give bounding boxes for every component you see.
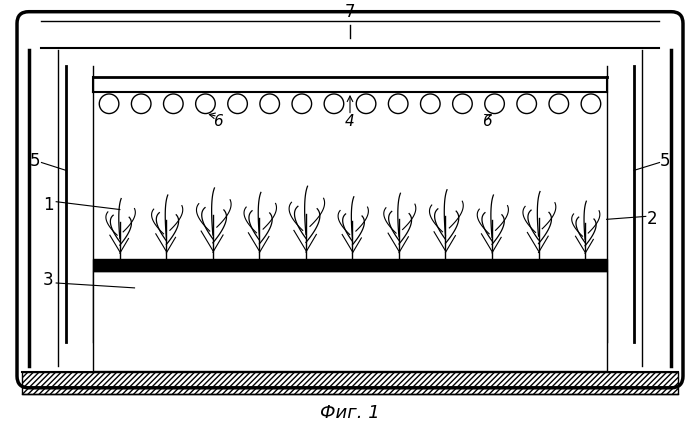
Text: 2: 2 <box>646 210 657 228</box>
Text: Фиг. 1: Фиг. 1 <box>320 404 380 422</box>
Circle shape <box>292 94 312 113</box>
FancyBboxPatch shape <box>21 11 679 56</box>
Text: 1: 1 <box>43 196 54 214</box>
Text: 3: 3 <box>43 271 54 289</box>
Circle shape <box>453 94 473 113</box>
Circle shape <box>356 94 376 113</box>
Bar <box>642 48 671 371</box>
Circle shape <box>132 94 151 113</box>
Circle shape <box>260 94 279 113</box>
Bar <box>22 372 678 394</box>
Circle shape <box>389 94 408 113</box>
Bar <box>93 258 607 271</box>
Text: 7: 7 <box>344 3 355 20</box>
Circle shape <box>228 94 247 113</box>
Circle shape <box>99 94 119 113</box>
Text: 6: 6 <box>482 114 492 129</box>
Circle shape <box>549 94 568 113</box>
Bar <box>93 271 607 371</box>
Circle shape <box>517 94 536 113</box>
Text: 5: 5 <box>29 152 40 170</box>
Circle shape <box>195 94 215 113</box>
Text: 6: 6 <box>213 114 223 129</box>
Bar <box>66 65 93 342</box>
Circle shape <box>581 94 601 113</box>
Text: 4: 4 <box>345 114 355 129</box>
Circle shape <box>324 94 344 113</box>
Circle shape <box>421 94 440 113</box>
Text: 5: 5 <box>660 152 671 170</box>
Bar <box>607 65 634 342</box>
Bar <box>29 48 58 371</box>
Circle shape <box>164 94 183 113</box>
Circle shape <box>485 94 505 113</box>
